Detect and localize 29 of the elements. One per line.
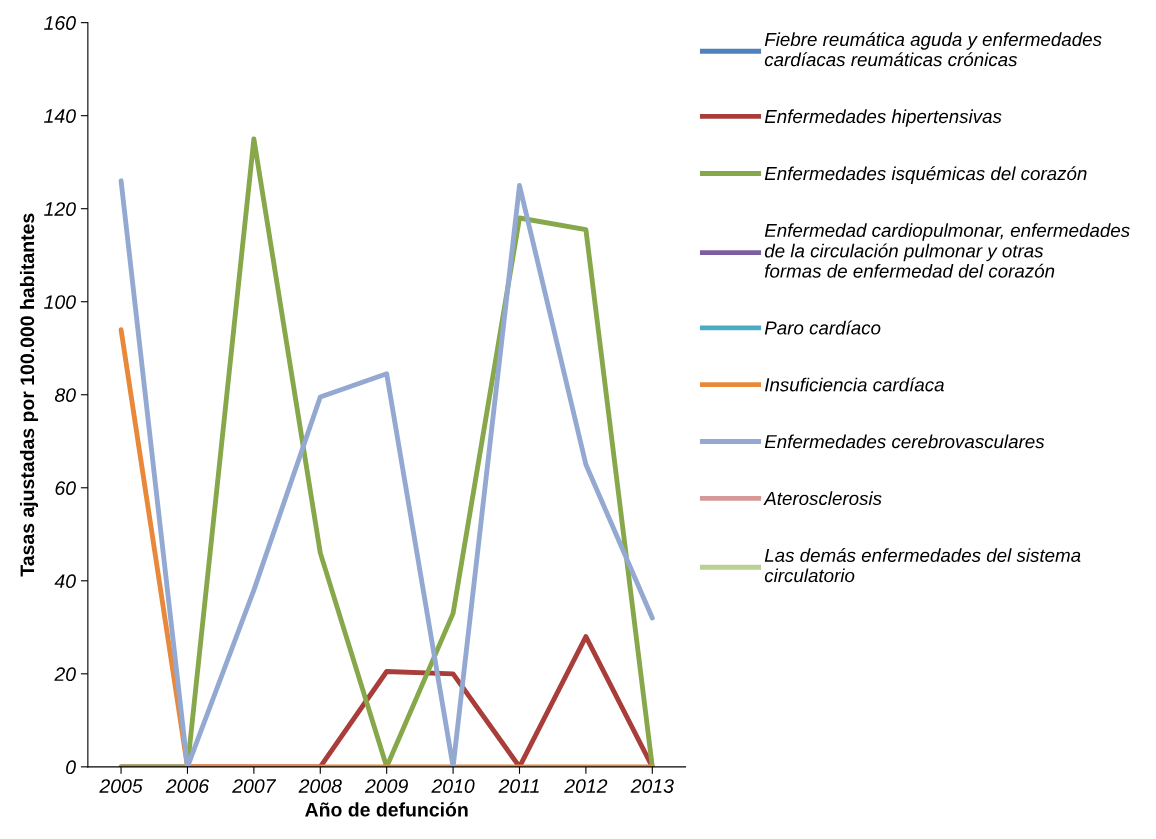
legend-label: Fiebre reumática aguda y enfermedades cardíacas reumáticas crónicas [764,32,1102,67]
x-tick-label: 2010 [431,779,475,793]
x-tick-label: 2009 [364,779,408,793]
y-tick-label: 40 [54,574,76,589]
legend-label: Enfermedades cerebrovasculares [764,434,1045,449]
legend-label: Las demás enfermedades del sistema circulatorio [764,547,1081,583]
legend-label: Insuficiencia cardíaca [765,377,944,392]
y-tick-label: 20 [54,667,76,682]
y-axis-title: Tasas ajustadas por 100.000 habitantes [19,213,39,577]
x-tick-label: 2005 [99,779,143,793]
y-tick-label: 120 [44,202,76,216]
x-tick-label: 2011 [498,779,539,793]
x-tick-label: 2006 [165,779,210,793]
y-tick-label: 80 [54,388,76,402]
legend-label: Enfermedades hipertensivas [764,109,1002,127]
x-axis-title: Año de defunción [305,802,468,817]
y-tick-label: 100 [44,295,76,309]
legend-label: Aterosclerosis [763,491,882,506]
y-tick-label: 160 [44,16,76,30]
legend-label: Enfermedades isquémicas del corazón [764,166,1087,184]
y-tick-label: 0 [66,760,76,775]
legend-label: Paro cardíaco [764,320,881,335]
x-tick-label: 2013 [630,779,674,793]
x-tick-label: 2008 [298,779,342,793]
legend-label: Enfermedad cardiopulmonar, enfermedades de la circulación pulmonar y otras formas de enfermedad del corazón [764,223,1130,278]
x-tick-label: 2012 [564,779,608,793]
y-tick-label: 60 [55,481,76,496]
x-tick-label: 2007 [232,779,277,793]
y-tick-label: 140 [44,109,76,123]
